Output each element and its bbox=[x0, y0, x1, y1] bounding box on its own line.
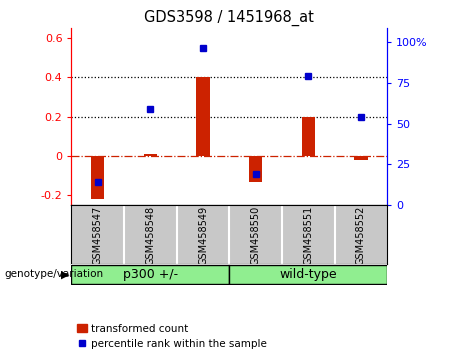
Text: GSM458552: GSM458552 bbox=[356, 206, 366, 266]
Bar bbox=[229, 264, 387, 284]
Text: GSM458547: GSM458547 bbox=[93, 206, 103, 265]
Bar bbox=[196, 78, 210, 156]
Bar bbox=[301, 117, 315, 156]
Text: p300 +/-: p300 +/- bbox=[123, 268, 178, 281]
Bar bbox=[249, 156, 262, 182]
Text: ▶: ▶ bbox=[61, 269, 69, 279]
Text: GSM458548: GSM458548 bbox=[145, 206, 155, 265]
Text: genotype/variation: genotype/variation bbox=[5, 269, 104, 279]
Text: wild-type: wild-type bbox=[279, 268, 337, 281]
Bar bbox=[144, 154, 157, 156]
Text: GSM458551: GSM458551 bbox=[303, 206, 313, 265]
Legend: transformed count, percentile rank within the sample: transformed count, percentile rank withi… bbox=[77, 324, 267, 349]
Bar bbox=[355, 156, 367, 160]
Text: GSM458550: GSM458550 bbox=[251, 206, 260, 265]
Text: GSM458549: GSM458549 bbox=[198, 206, 208, 265]
Bar bbox=[71, 264, 229, 284]
Bar bbox=[91, 156, 104, 199]
Title: GDS3598 / 1451968_at: GDS3598 / 1451968_at bbox=[144, 9, 314, 25]
